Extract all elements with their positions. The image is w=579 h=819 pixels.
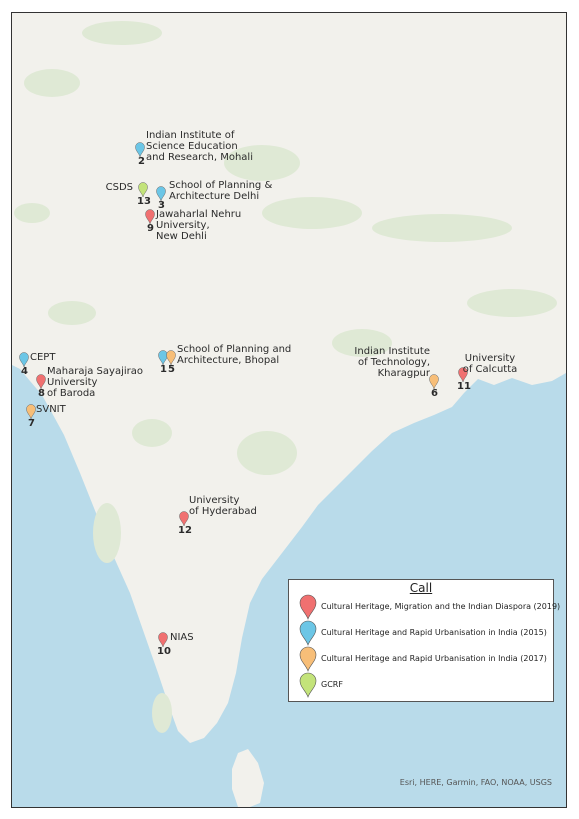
marker-label: SVNIT — [36, 404, 67, 415]
marker-label: CSDS — [106, 182, 133, 193]
map-pin-icon[interactable] — [156, 186, 166, 202]
map-pin-icon — [299, 646, 317, 672]
marker-label: School of Planning and Architecture, Bhop… — [177, 344, 291, 366]
legend-item-gcrf: GCRF — [299, 672, 549, 698]
marker-number: 9 — [147, 223, 154, 234]
marker-label: University of Calcutta — [463, 353, 518, 375]
map-pin-icon[interactable] — [458, 367, 468, 383]
map-attribution: Esri, HERE, Garmin, FAO, NOAA, USGS — [399, 778, 552, 787]
marker-number: 13 — [137, 196, 151, 207]
legend-item-urbanisation-2015: Cultural Heritage and Rapid Urbanisation… — [299, 620, 549, 646]
marker-number: 4 — [21, 366, 28, 377]
map-legend: Call Cultural Heritage, Migration and th… — [288, 579, 560, 702]
map-pin-icon[interactable] — [429, 374, 439, 390]
marker-label: Indian Institute of Technology, Kharagpur — [354, 346, 430, 379]
marker-1[interactable]: 1 — [158, 350, 168, 376]
map-frame: 2 Indian Institute of Science Education and… — [11, 12, 567, 808]
land-mass — [12, 13, 566, 743]
marker-label: Maharaja Sayajirao University of Baroda — [47, 366, 143, 399]
legend-item-label: GCRF — [321, 680, 343, 689]
map-pin-icon[interactable] — [166, 350, 176, 366]
legend-item-urbanisation-2017: Cultural Heritage and Rapid Urbanisation… — [299, 646, 549, 672]
marker-label: Indian Institute of Science Education and … — [146, 130, 253, 163]
legend-item-label: Cultural Heritage and Rapid Urbanisation… — [321, 628, 547, 637]
marker-number: 6 — [431, 388, 438, 399]
marker-11[interactable]: 11 University of Calcutta — [457, 353, 517, 392]
marker-number: 11 — [457, 381, 471, 392]
legend-item-label: Cultural Heritage and Rapid Urbanisation… — [321, 654, 547, 663]
map-pin-icon — [299, 672, 317, 698]
marker-12[interactable]: 12 University of Hyderabad — [178, 495, 257, 536]
legend-item-label: Cultural Heritage, Migration and the Ind… — [321, 602, 561, 611]
map-pin-icon — [299, 594, 317, 620]
map-pin-icon[interactable] — [135, 142, 145, 158]
marker-label: NIAS — [170, 632, 194, 643]
map-pin-icon[interactable] — [158, 632, 168, 648]
marker-number: 7 — [28, 418, 35, 429]
marker-label: School of Planning & Architecture Delhi — [169, 180, 272, 202]
legend-item-diaspora-2019: Cultural Heritage, Migration and the Ind… — [299, 594, 560, 620]
legend-title: Call — [409, 581, 433, 595]
marker-3[interactable]: 3 School of Planning & Architecture Delhi — [156, 180, 273, 211]
marker-label: CEPT — [30, 352, 56, 363]
map-pin-icon[interactable] — [36, 374, 46, 390]
sri-lanka — [232, 749, 264, 807]
marker-number: 5 — [168, 364, 175, 375]
map-pin-icon[interactable] — [145, 209, 155, 225]
marker-number: 10 — [157, 646, 171, 657]
map-pin-icon — [299, 620, 317, 646]
map-pin-icon[interactable] — [26, 404, 36, 420]
marker-label: Jawaharlal Nehru University, New Dehli — [155, 209, 241, 242]
marker-number: 8 — [38, 388, 45, 399]
map-pin-icon[interactable] — [158, 350, 168, 366]
marker-number: 1 — [160, 364, 167, 375]
marker-13[interactable]: 13 CSDS — [106, 182, 151, 207]
marker-number: 3 — [158, 200, 165, 211]
vegetation — [14, 21, 557, 733]
map-pin-icon[interactable] — [19, 352, 29, 368]
marker-10[interactable]: 10 NIAS — [157, 632, 194, 657]
map-pin-icon[interactable] — [138, 182, 148, 198]
marker-number: 2 — [138, 156, 145, 167]
map-pin-icon[interactable] — [179, 511, 189, 527]
marker-number: 12 — [178, 525, 192, 536]
marker-label: University of Hyderabad — [189, 495, 257, 517]
